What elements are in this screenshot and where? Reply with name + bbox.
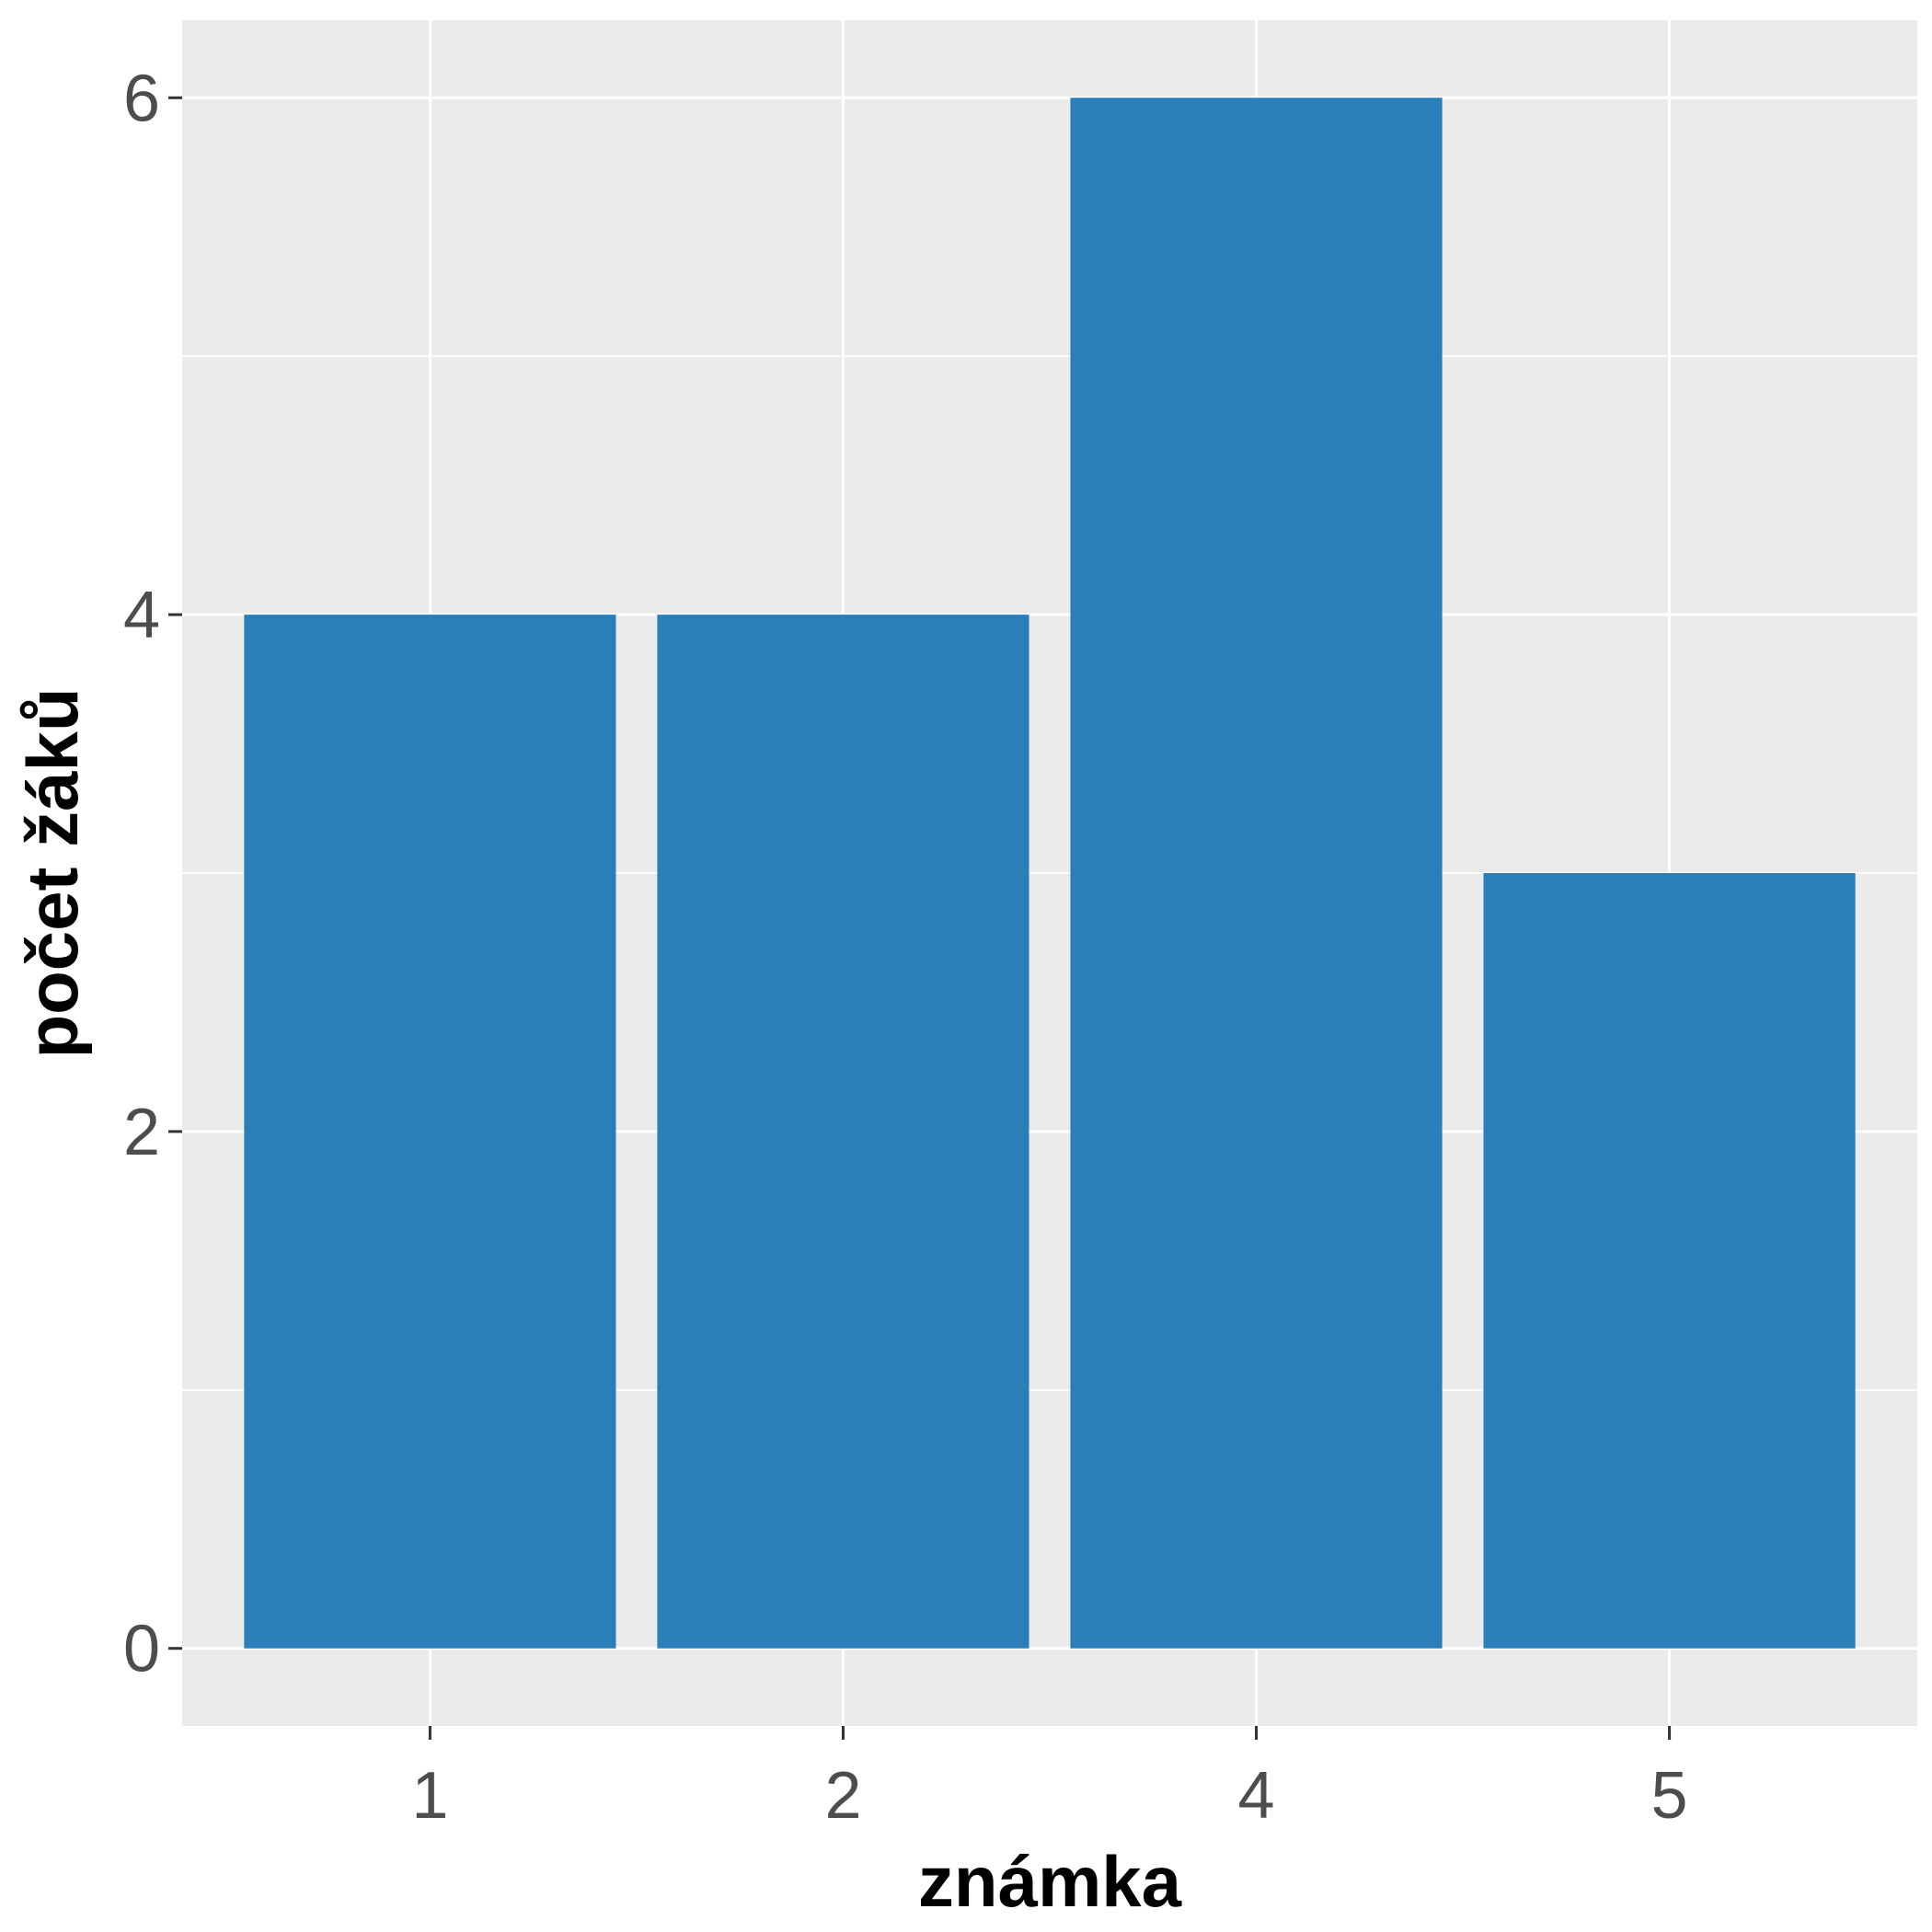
- bar-1: [244, 615, 616, 1649]
- y-axis: 0 2 4 6: [123, 62, 182, 1686]
- x-tick-label: 2: [824, 1759, 861, 1833]
- bar-4: [1070, 98, 1443, 1649]
- x-tick-label: 5: [1651, 1759, 1688, 1833]
- y-tick-label: 2: [123, 1096, 160, 1169]
- bars: [244, 98, 1856, 1649]
- bar-5: [1483, 873, 1856, 1649]
- y-tick-label: 4: [123, 579, 160, 652]
- y-tick-label: 0: [123, 1613, 160, 1686]
- y-tick-label: 6: [123, 62, 160, 135]
- x-tick-label: 4: [1238, 1759, 1275, 1833]
- x-axis-title: známka: [918, 1841, 1182, 1922]
- bar-2: [657, 615, 1029, 1649]
- x-tick-label: 1: [411, 1759, 448, 1833]
- x-axis: 1 2 4 5: [411, 1726, 1688, 1833]
- y-axis-title: počet žáků: [12, 687, 93, 1058]
